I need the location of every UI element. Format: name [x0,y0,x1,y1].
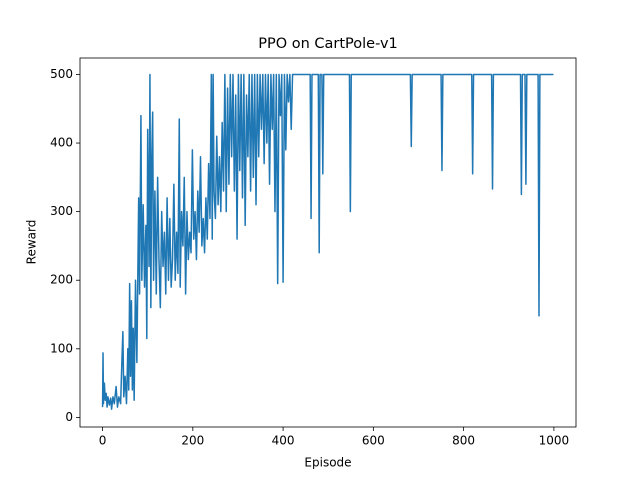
plot-area [101,73,554,410]
x-axis-label: Episode [304,456,351,470]
y-tick-label: 400 [50,136,73,150]
x-tick-label: 1000 [539,434,570,448]
y-tick-label: 300 [50,204,73,218]
y-axis-label: Reward [25,220,39,265]
x-tick-label: 0 [99,434,107,448]
x-tick-label: 800 [452,434,475,448]
y-tick-label: 200 [50,273,73,287]
y-tick-label: 500 [50,67,73,81]
x-tick-label: 200 [181,434,204,448]
x-tick-label: 600 [362,434,385,448]
y-tick-label: 100 [50,341,73,355]
data-line [101,73,554,410]
x-tick-label: 400 [272,434,295,448]
axes-frame [79,57,577,428]
chart-title: PPO on CartPole-v1 [258,36,398,52]
y-tick-label: 0 [65,410,73,424]
